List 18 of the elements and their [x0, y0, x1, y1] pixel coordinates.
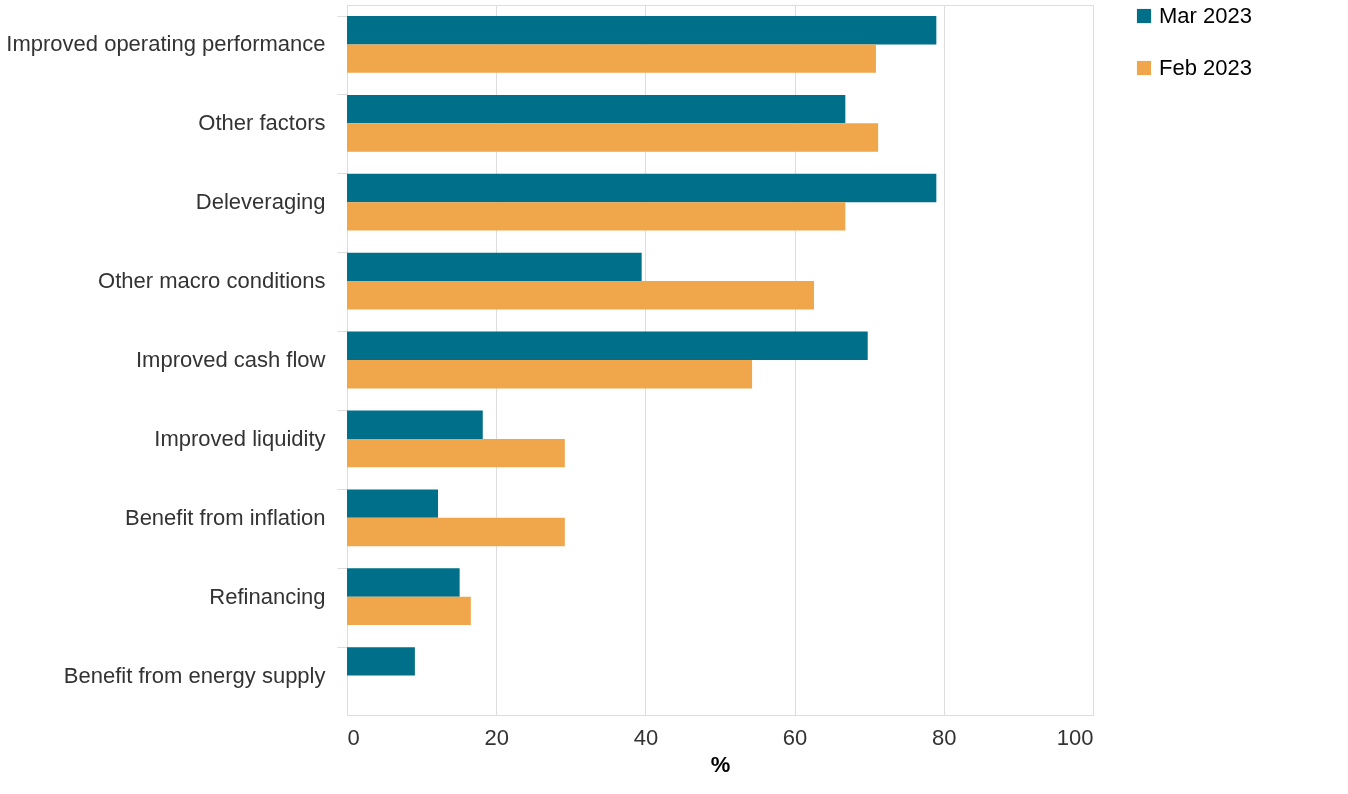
x-tick-label: 60 — [782, 724, 808, 750]
x-tick-label: 40 — [633, 724, 659, 750]
y-tick-label: Improved liquidity — [154, 425, 326, 451]
y-tick-label: Other macro conditions — [98, 268, 326, 294]
x-tick-label: 20 — [484, 724, 509, 750]
y-tick-label: Improved operating performance — [6, 31, 326, 57]
y-tick-label: Benefit from energy supply — [63, 662, 326, 688]
x-axis-title: % — [710, 751, 731, 777]
x-tick-label: 100 — [1056, 724, 1094, 750]
legend-label: Mar 2023 — [1159, 3, 1252, 28]
y-tick-label: Improved cash flow — [135, 347, 326, 372]
y-tick-label: Benefit from inflation — [124, 504, 326, 530]
x-tick-label: 80 — [932, 724, 957, 750]
y-tick-label: Refinancing — [209, 583, 326, 609]
x-tick-label: 0 — [347, 724, 360, 750]
y-tick-label: Other factors — [198, 110, 326, 136]
legend-label: Feb 2023 — [1159, 55, 1252, 80]
y-tick-label: Deleveraging — [195, 189, 326, 215]
